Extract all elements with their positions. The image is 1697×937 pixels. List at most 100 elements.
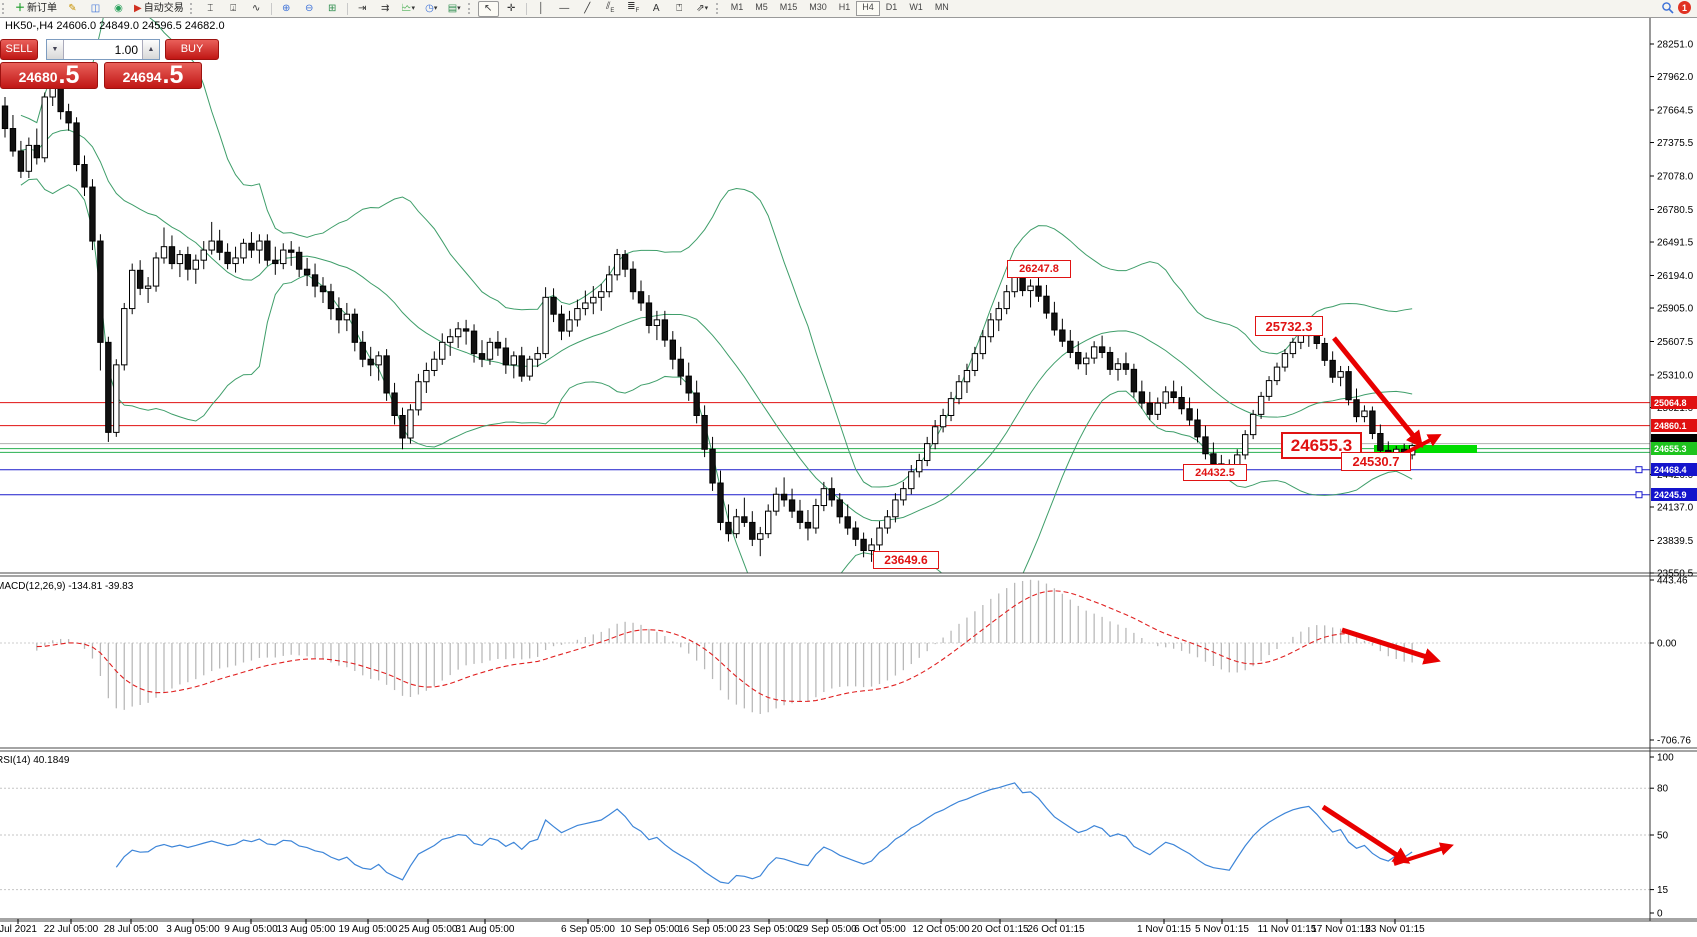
candle xyxy=(931,426,939,445)
autotrade-button[interactable]: ▶ 自动交易 xyxy=(131,1,187,17)
candle xyxy=(661,319,669,341)
buy-price-main: 24694 xyxy=(122,69,162,85)
chart-shift-icon: ⇥ xyxy=(358,2,367,14)
trend-arrow[interactable] xyxy=(1393,842,1454,866)
chart-annotation-swing-high[interactable]: 25732.3 xyxy=(1255,316,1323,336)
zoom-in-button[interactable]: ⊕ xyxy=(276,1,297,17)
chart-annotation-support[interactable]: 24432.5 xyxy=(1183,464,1247,481)
zoom-out-button[interactable]: ⊖ xyxy=(299,1,320,17)
fibonacci-icon: ≣F xyxy=(627,0,640,14)
profile-icon: ◫ xyxy=(90,2,101,14)
candle xyxy=(470,330,478,355)
highlight-zone[interactable] xyxy=(1374,445,1477,453)
time-axis-label: 26 Oct 01:15 xyxy=(1027,924,1085,935)
cursor-icon: ↖ xyxy=(484,2,493,14)
trend-arrow[interactable] xyxy=(1341,627,1441,665)
chart-annotation-high[interactable]: 26247.8 xyxy=(1007,260,1071,278)
bar-chart-button[interactable]: ⌶ xyxy=(200,1,221,17)
chart-annotation-recent-low[interactable]: 24530.7 xyxy=(1341,452,1411,471)
crosshair-tool-button[interactable]: ✛ xyxy=(501,1,522,17)
candle xyxy=(1043,295,1050,314)
candle xyxy=(669,339,676,360)
tile-windows-button[interactable]: ⊞ xyxy=(322,1,343,17)
timeframe-mn[interactable]: MN xyxy=(934,2,949,12)
timeframe-w1[interactable]: W1 xyxy=(909,2,923,12)
profile-button[interactable]: ◫ xyxy=(85,1,106,17)
line-chart-button[interactable]: ∿ xyxy=(246,1,267,17)
candle xyxy=(1257,395,1265,415)
candle xyxy=(844,516,851,529)
candle xyxy=(725,521,732,535)
sell-price[interactable]: 24680 .5 xyxy=(0,62,98,89)
timeframe-m1[interactable]: M1 xyxy=(730,2,744,12)
search-icon[interactable] xyxy=(1661,1,1674,14)
volume-increase-button[interactable]: ▲ xyxy=(142,40,159,59)
candle xyxy=(574,308,581,321)
timeframe-m5[interactable]: M5 xyxy=(755,2,768,12)
line-handle[interactable] xyxy=(1635,491,1643,499)
timeframe-d1[interactable]: D1 xyxy=(885,2,898,12)
cursor-tool-button[interactable]: ↖ xyxy=(477,0,499,17)
candle-chart-button[interactable]: ⍗ xyxy=(223,1,244,17)
candle xyxy=(550,296,557,315)
periods-button[interactable]: ◷ ▾ xyxy=(421,1,442,17)
auto-scroll-button[interactable]: ⇉ xyxy=(375,1,396,17)
candle xyxy=(224,251,231,265)
candle xyxy=(1345,371,1352,401)
timeframe-h4[interactable]: H4 xyxy=(856,1,880,16)
vertical-line-tool[interactable]: │ xyxy=(531,1,552,17)
text-label-tool[interactable]: ⍞ xyxy=(669,1,690,17)
text-tool[interactable]: A xyxy=(646,1,667,17)
trend-arrow[interactable] xyxy=(1332,336,1424,448)
template-icon: ▤ xyxy=(447,2,458,14)
axis-tick-label: 26194.0 xyxy=(1657,271,1694,282)
buy-button[interactable]: BUY xyxy=(165,39,219,60)
candle xyxy=(892,499,899,518)
candle xyxy=(65,111,72,124)
candle xyxy=(796,510,804,523)
trendline-tool[interactable]: ╱ xyxy=(577,1,598,17)
candle xyxy=(494,341,502,349)
equidistant-channel-tool[interactable]: ⫽E xyxy=(600,1,621,17)
fibonacci-tool[interactable]: ≣F xyxy=(623,1,644,17)
chart-annotation-bottom[interactable]: 23649.6 xyxy=(873,551,939,569)
new-order-button[interactable]: ＋ 新订单 xyxy=(12,1,60,17)
timeframe-h1[interactable]: H1 xyxy=(838,2,851,12)
candle xyxy=(820,488,828,507)
buy-price[interactable]: 24694 .5 xyxy=(104,62,202,89)
signals-button[interactable]: ◉ xyxy=(108,1,129,17)
one-click-trading-panel: SELL ▼ ▲ BUY 24680 .5 24694 .5 xyxy=(0,39,222,89)
sell-button[interactable]: SELL xyxy=(0,39,38,60)
timeframe-m30[interactable]: M30 xyxy=(809,2,827,12)
trend-arrow[interactable] xyxy=(1321,804,1411,864)
vertical-line-icon: │ xyxy=(538,2,545,14)
styler-button[interactable]: ✎ xyxy=(62,1,83,17)
new-order-label: 新订单 xyxy=(27,3,57,14)
indicators-button[interactable]: 🗠 ▾ xyxy=(398,1,419,17)
chart-shift-button[interactable]: ⇥ xyxy=(352,1,373,17)
volume-decrease-button[interactable]: ▼ xyxy=(47,40,64,59)
arrows-tool[interactable]: ⇗ ▾ xyxy=(692,1,713,17)
candle xyxy=(772,493,780,512)
candle xyxy=(41,96,48,159)
notification-badge[interactable]: 1 xyxy=(1678,1,1691,14)
toolbar-grip xyxy=(715,3,723,14)
timeframe-m15[interactable]: M15 xyxy=(779,2,798,12)
zoom-in-icon: ⊕ xyxy=(282,2,291,14)
volume-input[interactable] xyxy=(64,40,142,59)
line-handle[interactable] xyxy=(1635,466,1643,474)
candle xyxy=(1098,346,1106,353)
candle xyxy=(1242,434,1249,456)
candle xyxy=(272,259,279,265)
candle xyxy=(852,527,859,540)
candle xyxy=(121,308,128,366)
candle xyxy=(176,254,184,265)
candle xyxy=(1122,363,1130,370)
templates-button[interactable]: ▤ ▾ xyxy=(444,1,465,17)
bar-chart-icon: ⌶ xyxy=(207,2,214,14)
candle xyxy=(1337,371,1344,378)
horizontal-line-tool[interactable]: — xyxy=(554,1,575,17)
axis-tick-label: 0.00 xyxy=(1657,639,1677,650)
candle xyxy=(105,341,112,433)
